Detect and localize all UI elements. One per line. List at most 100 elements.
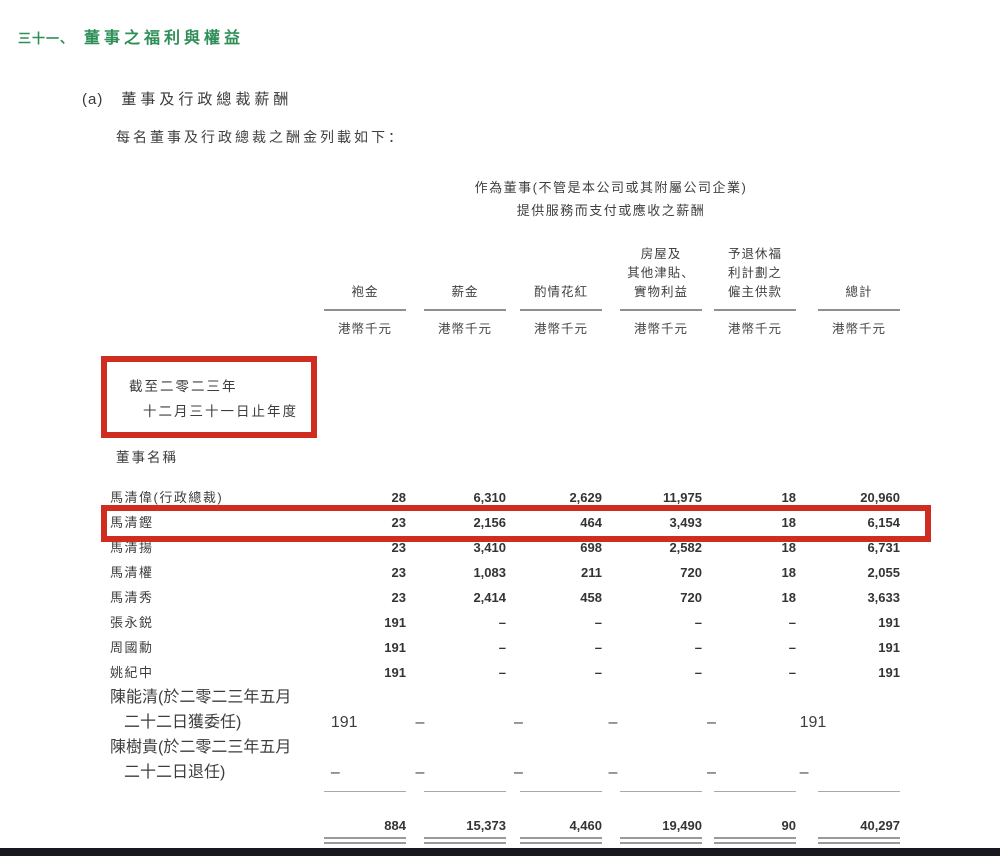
cell-housing: 2,582 — [669, 540, 702, 555]
table-span-header: 作為董事(不管是本公司或其附屬公司企業) 提供服務而支付或應收之薪酬 — [474, 180, 748, 218]
cell-fees: 191 — [384, 665, 406, 680]
cell-total: 2,055 — [867, 565, 900, 580]
double-rule — [796, 837, 900, 844]
cell-housing: 11,975 — [662, 490, 702, 505]
table-row: 馬清揚 23 3,410 698 2,582 18 6,731 — [110, 535, 902, 560]
cell-housing: – — [694, 615, 702, 630]
unit-label: 港幣千元 — [337, 322, 392, 336]
director-name-line2: 二十二日退任) — [124, 764, 226, 781]
director-name: 馬清權 — [110, 565, 154, 580]
header-rule — [520, 309, 602, 311]
cell-housing: – — [694, 665, 702, 680]
cell-total: 191 — [878, 665, 900, 680]
cell-fees: 23 — [391, 515, 406, 530]
totals-spacer — [110, 813, 320, 838]
director-name: 馬清秀 — [110, 590, 154, 605]
cell-retirement: – — [788, 615, 796, 630]
cell-bonus: – — [594, 615, 602, 630]
header-rule — [324, 309, 406, 311]
section-title: 董事之福利與權益 — [84, 30, 245, 47]
cell-total: 3,633 — [867, 590, 900, 605]
column-header-salary: 薪金 港幣千元 — [406, 240, 506, 337]
cell-fees: 191 — [384, 640, 406, 655]
cell-total: 20,960 — [860, 490, 900, 505]
double-rule — [602, 837, 702, 844]
cell-retirement: – — [707, 764, 716, 781]
director-name: 周國勳 — [110, 640, 154, 655]
cell-bonus: 211 — [581, 565, 602, 580]
cell-bonus: – — [594, 665, 602, 680]
column-header-bonus: 酌情花紅 港幣千元 — [506, 240, 602, 337]
cell-bonus: – — [513, 764, 523, 781]
director-name-line2: 二十二日獲委任) — [124, 714, 242, 731]
double-underlines — [320, 837, 902, 844]
cell-fees: 23 — [391, 590, 406, 605]
cell-bonus: 2,629 — [569, 490, 602, 505]
rule — [406, 791, 506, 792]
director-name: 陳樹貴(於二零二三年五月 — [110, 739, 292, 756]
header-rule — [714, 309, 796, 311]
director-name: 馬清揚 — [110, 540, 154, 555]
totals-row: 884 15,373 4,460 19,490 90 40,297 — [110, 813, 902, 838]
table-row-two-line: 陳能清(於二零二三年五月 二十二日獲委任) 191 – – – – 191 — [110, 685, 902, 735]
item-heading: (a) 董事及行政總裁薪酬 — [82, 88, 292, 109]
cell-retirement: – — [707, 714, 716, 731]
double-rule — [320, 837, 406, 844]
header-rule — [424, 309, 506, 311]
intro-text: 每名董事及行政總裁之酬金列載如下： — [116, 129, 405, 145]
cell-salary: 3,410 — [473, 540, 506, 555]
cell-housing: 720 — [680, 565, 702, 580]
cell-total: 191 — [878, 615, 900, 630]
cell-retirement: – — [788, 665, 796, 680]
cell-fees: 191 — [384, 615, 406, 630]
cell-fees: 28 — [391, 490, 406, 505]
total-salary: 15,373 — [466, 818, 506, 833]
unit-label: 港幣千元 — [727, 322, 782, 336]
cell-total: 191 — [799, 714, 827, 731]
rule — [702, 791, 796, 792]
cell-salary: – — [498, 640, 506, 655]
rule — [320, 791, 406, 792]
section-number: 三十一、 — [18, 31, 75, 46]
cell-fees: 23 — [391, 565, 406, 580]
period-line2: 十二月三十一日止年度 — [143, 404, 298, 419]
column-header-housing-benefits: 房屋及 其他津貼、 實物利益 港幣千元 — [602, 240, 702, 337]
cell-housing: – — [608, 764, 618, 781]
item-label: (a) — [82, 91, 104, 108]
cell-fees: 191 — [330, 714, 358, 731]
table-row: 張永鋭 191 – – – – 191 — [110, 610, 902, 635]
item-title: 董事及行政總裁薪酬 — [121, 91, 293, 108]
header-rule — [818, 309, 900, 311]
row-header-label: 董事名稱 — [116, 450, 178, 465]
total-retirement: 90 — [781, 818, 796, 833]
cell-housing: – — [694, 640, 702, 655]
cell-total: – — [799, 764, 809, 781]
unit-label: 港幣千元 — [533, 322, 588, 336]
director-name: 張永鋭 — [110, 615, 154, 630]
bottom-edge-bar — [0, 848, 1000, 856]
cell-total: 191 — [878, 640, 900, 655]
table-row: 周國勳 191 – – – – 191 — [110, 635, 902, 660]
cell-bonus: – — [594, 640, 602, 655]
cell-retirement: 18 — [781, 490, 796, 505]
column-header-total: 總計 港幣千元 — [796, 240, 900, 337]
column-header-fees: 袍金 港幣千元 — [320, 240, 406, 337]
double-rule — [506, 837, 602, 844]
cell-salary: 2,414 — [473, 590, 506, 605]
unit-label: 港幣千元 — [633, 322, 688, 336]
section-heading: 三十一、 董事之福利與權益 — [18, 24, 244, 48]
double-rule — [406, 837, 506, 844]
double-rule — [702, 837, 796, 844]
cell-retirement: – — [788, 640, 796, 655]
cell-total: 6,154 — [867, 515, 900, 530]
cell-retirement: 18 — [781, 515, 796, 530]
unit-label: 港幣千元 — [831, 322, 886, 336]
director-name: 陳能清(於二零二三年五月 — [110, 689, 292, 706]
cell-salary: 2,156 — [473, 515, 506, 530]
remuneration-table-body: 馬清偉(行政總裁) 28 6,310 2,629 11,975 18 20,96… — [110, 485, 902, 785]
table-column-headers: 袍金 港幣千元 薪金 港幣千元 酌情花紅 港幣千元 房屋及 其他津貼、 實物利益 — [320, 240, 902, 337]
cell-bonus: 464 — [580, 515, 602, 530]
rule — [796, 791, 900, 792]
cell-salary: 6,310 — [473, 490, 506, 505]
